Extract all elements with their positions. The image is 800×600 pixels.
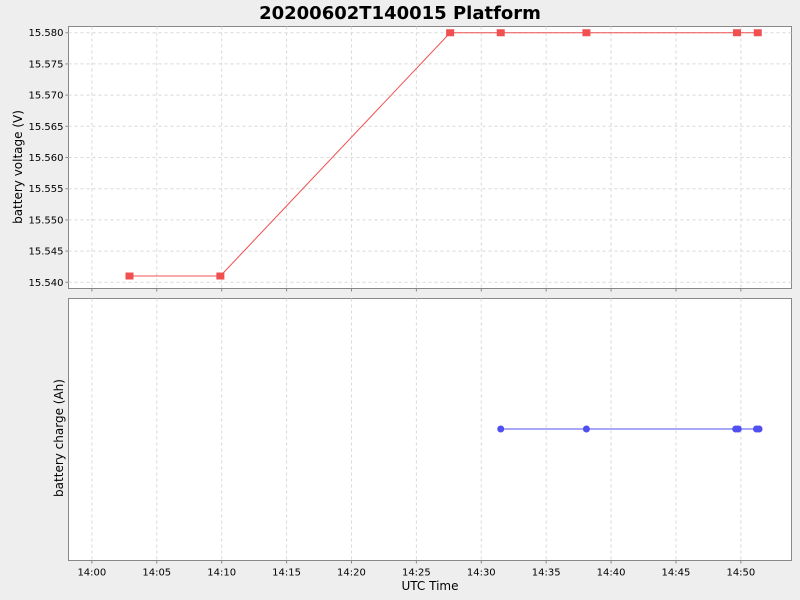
y-tick-label: 15.575 xyxy=(29,59,64,70)
y-tick-label: 15.565 xyxy=(29,122,64,133)
y-tick-label: 15.580 xyxy=(29,28,64,39)
x-tick-label: 14:35 xyxy=(532,568,561,579)
x-tick-label: 14:20 xyxy=(337,568,366,579)
y-tick-label: 15.550 xyxy=(29,215,64,226)
x-tick-label: 14:00 xyxy=(77,568,106,579)
x-tick-label: 14:50 xyxy=(726,568,755,579)
series-layer xyxy=(125,29,763,433)
x-axis-ticks: 14:00 14:05 14:10 14:15 14:20 14:25 14:30 14:35… xyxy=(77,568,755,579)
voltage-point xyxy=(732,29,741,37)
x-tick-label: 14:05 xyxy=(142,568,171,579)
x-axis-label: UTC Time xyxy=(402,579,459,593)
x-tick-label: 14:30 xyxy=(467,568,496,579)
x-tick-label: 14:15 xyxy=(272,568,301,579)
voltage-point xyxy=(496,29,505,37)
y-tick-label: 15.560 xyxy=(29,153,64,164)
voltage-point xyxy=(582,29,591,37)
x-tick-label: 14:25 xyxy=(402,568,431,579)
voltage-y-ticks: 15.540 15.545 15.550 15.555 15.560 15.565 15.5… xyxy=(29,28,64,289)
y-tick-label: 15.555 xyxy=(29,184,64,195)
x-tick-label: 14:10 xyxy=(207,568,236,579)
chart-title: 20200602T140015 Platform xyxy=(259,3,541,24)
voltage-point xyxy=(125,272,134,280)
charge-y-axis-label: battery charge (Ah) xyxy=(52,379,66,497)
charge-point xyxy=(582,425,590,433)
y-tick-label: 15.545 xyxy=(29,247,64,258)
voltage-y-axis-label: battery voltage (V) xyxy=(11,110,25,224)
x-tick-label: 14:40 xyxy=(597,568,626,579)
voltage-point xyxy=(753,29,762,37)
voltage-point xyxy=(446,29,455,37)
grid-layer xyxy=(65,26,792,564)
charge-point xyxy=(734,425,742,433)
voltage-point xyxy=(216,272,225,280)
y-tick-label: 15.540 xyxy=(29,278,64,289)
charge-point xyxy=(755,425,763,433)
y-tick-label: 15.570 xyxy=(29,91,64,102)
charge-point xyxy=(497,425,505,433)
x-tick-label: 14:45 xyxy=(662,568,691,579)
